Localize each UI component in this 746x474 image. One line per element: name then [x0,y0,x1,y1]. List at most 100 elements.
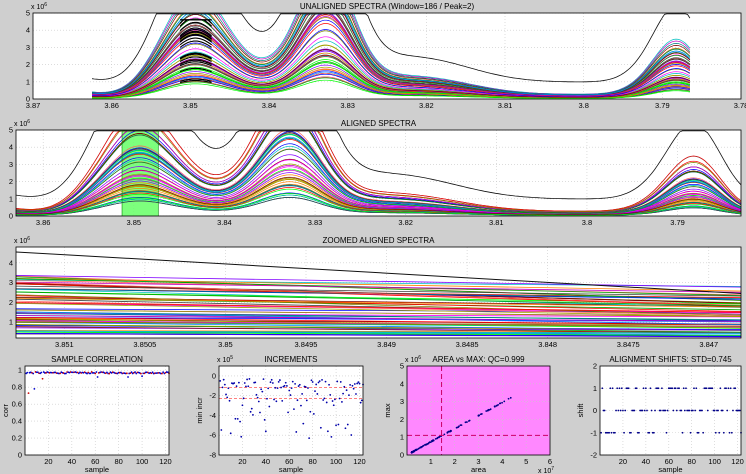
data-point [719,387,722,390]
data-point [355,393,357,395]
y-multiplier: x 106 [14,119,30,128]
series-line [15,303,742,317]
x-tick-label: 120 [731,457,744,466]
chart-title: AREA vs MAX: QC=0.999 [432,355,525,364]
x-tick-label: 3.85 [183,101,198,110]
series-line [15,281,742,306]
x-tick-label: 3.8 [578,101,588,110]
data-point [648,431,651,434]
plot-border [24,365,170,456]
data-point [697,431,700,434]
data-point [89,372,92,375]
y-tick-label: 0 [18,451,22,460]
data-point [254,381,257,384]
data-point [239,420,241,423]
x-tick-label: 40 [68,457,76,466]
chart-title: ALIGNED SPECTRA [341,119,417,128]
y-tick-labels: 0 -2 -4 -6 -8 [209,371,216,459]
data-point [688,409,691,412]
data-point [40,371,43,374]
data-point [227,387,230,390]
y-axis-label: min incr [195,397,204,424]
data-point [729,387,732,390]
x-tick-label: 20 [619,457,627,466]
data-point [722,431,725,434]
y-tick-label: 2 [26,60,30,69]
data-point [608,431,611,434]
data-point [661,387,663,390]
data-point [489,408,492,411]
data-point [309,410,312,413]
y-axis-label: shift [576,403,585,418]
data-point [334,398,336,401]
data-point [460,424,463,427]
data-point [287,411,289,414]
data-point [284,381,287,384]
y-tick-label: 3 [26,43,30,52]
data-point [702,431,705,434]
x-tick-label: 20 [238,457,246,466]
data-point [616,387,619,390]
data-point [228,399,231,402]
window-trace [179,31,212,40]
data-point [325,401,328,404]
plot-border [15,129,742,217]
data-point [307,387,309,389]
series-line [15,291,742,307]
plot-border [32,12,742,100]
x-tick-label: 60 [91,457,99,466]
data-point [245,385,247,388]
series-line [16,130,741,213]
x-tick-label: 80 [688,457,696,466]
data-point [497,403,500,406]
x-axis-label: sample [658,465,682,474]
data-point [33,387,36,390]
data-point [650,409,653,412]
x-multiplier: x 107 [538,466,554,474]
data-point [728,431,731,434]
data-point [659,409,662,412]
data-point [359,401,362,404]
data-point [140,372,142,375]
data-point [706,409,709,412]
y-tick-label: 3 [9,160,13,169]
data-point [646,409,648,412]
data-point [642,387,645,390]
data-point [614,431,616,434]
data-point [286,385,288,387]
data-point [413,449,415,452]
data-point [356,382,359,385]
data-point [342,392,344,395]
y-tick-label: -2 [209,391,216,400]
chart-title: SAMPLE CORRELATION [51,355,143,364]
data-point [240,435,243,438]
data-point [691,409,694,412]
data-point [134,371,136,373]
data-point [437,436,440,439]
x-tick-label: 100 [136,457,149,466]
data-point [268,405,271,408]
data-point [633,409,636,412]
data-point [652,431,655,434]
plot-area [407,366,550,455]
data-point [261,390,264,393]
y-tick-label: 4 [26,26,30,35]
data-point [336,380,339,383]
data-point [689,431,692,434]
x-tick-label: 3.86 [36,218,51,227]
data-point [414,449,417,452]
window-trace [179,21,212,32]
data-point [620,387,623,390]
data-point [695,387,698,390]
data-point [335,424,337,427]
data-point [734,387,737,390]
data-point [615,409,617,412]
points [407,366,550,455]
data-point [429,441,432,444]
window-trace [179,27,212,37]
data-point [226,396,229,399]
data-point [108,372,111,375]
